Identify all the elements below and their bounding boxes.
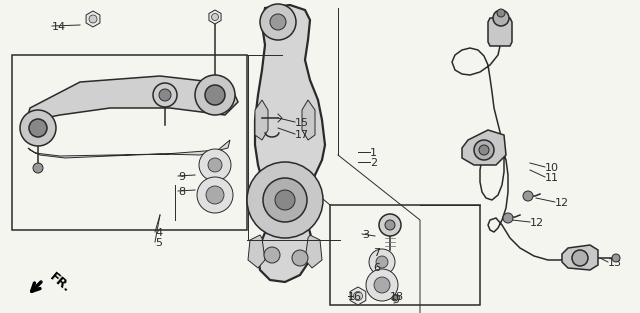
Circle shape <box>523 191 533 201</box>
Circle shape <box>292 250 308 266</box>
Circle shape <box>159 89 171 101</box>
Text: 18: 18 <box>390 292 404 302</box>
Circle shape <box>493 10 509 26</box>
Text: 7: 7 <box>373 248 380 258</box>
Polygon shape <box>562 245 598 270</box>
Circle shape <box>374 277 390 293</box>
Polygon shape <box>350 287 366 305</box>
Text: FR.: FR. <box>47 270 73 295</box>
Polygon shape <box>209 10 221 24</box>
Circle shape <box>264 247 280 263</box>
Text: 13: 13 <box>608 258 622 268</box>
Polygon shape <box>86 11 100 27</box>
Bar <box>12 55 247 230</box>
Circle shape <box>29 119 47 137</box>
Circle shape <box>195 75 235 115</box>
Text: 8: 8 <box>178 187 185 197</box>
Text: 17: 17 <box>295 130 309 140</box>
Circle shape <box>379 214 401 236</box>
Circle shape <box>20 110 56 146</box>
Polygon shape <box>248 235 265 268</box>
Circle shape <box>263 178 307 222</box>
Polygon shape <box>255 100 268 140</box>
Polygon shape <box>302 100 315 140</box>
Polygon shape <box>305 235 322 268</box>
Circle shape <box>474 140 494 160</box>
Text: 14: 14 <box>52 22 66 32</box>
Circle shape <box>270 14 286 30</box>
Circle shape <box>199 149 231 181</box>
Circle shape <box>385 220 395 230</box>
Circle shape <box>208 158 222 172</box>
Circle shape <box>33 163 43 173</box>
Circle shape <box>206 186 224 204</box>
Circle shape <box>572 250 588 266</box>
Circle shape <box>479 145 489 155</box>
Polygon shape <box>28 140 230 158</box>
Circle shape <box>392 295 398 301</box>
Circle shape <box>497 9 505 17</box>
Text: 11: 11 <box>545 173 559 183</box>
Circle shape <box>353 291 362 300</box>
Circle shape <box>366 269 398 301</box>
Circle shape <box>89 15 97 23</box>
Text: 4: 4 <box>155 228 162 238</box>
Polygon shape <box>28 76 238 120</box>
Text: 1: 1 <box>370 148 377 158</box>
Polygon shape <box>255 5 325 282</box>
Circle shape <box>369 249 395 275</box>
Bar <box>330 205 480 305</box>
Circle shape <box>211 13 218 20</box>
Text: 10: 10 <box>545 163 559 173</box>
Circle shape <box>260 4 296 40</box>
Circle shape <box>197 177 233 213</box>
Circle shape <box>503 213 513 223</box>
Text: 3: 3 <box>362 230 369 240</box>
Circle shape <box>275 190 295 210</box>
Text: 5: 5 <box>155 238 162 248</box>
Text: 9: 9 <box>178 172 185 182</box>
Text: 6: 6 <box>373 263 380 273</box>
Polygon shape <box>488 18 512 46</box>
Text: 16: 16 <box>348 292 362 302</box>
Polygon shape <box>462 130 506 165</box>
Circle shape <box>205 85 225 105</box>
Circle shape <box>247 162 323 238</box>
Text: 12: 12 <box>530 218 544 228</box>
Text: 12: 12 <box>555 198 569 208</box>
Text: 15: 15 <box>295 118 309 128</box>
Circle shape <box>153 83 177 107</box>
Circle shape <box>612 254 620 262</box>
Circle shape <box>376 256 388 268</box>
Text: 2: 2 <box>370 158 377 168</box>
